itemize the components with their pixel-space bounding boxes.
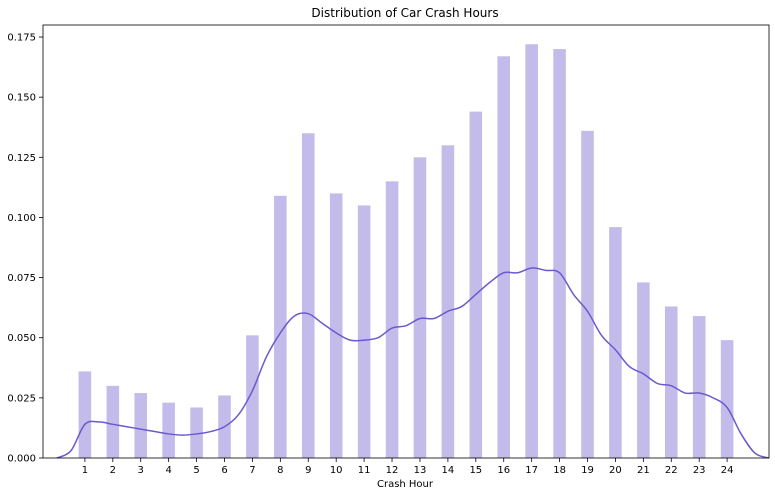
bar-hour-18: [553, 49, 566, 459]
bar-hour-17: [525, 44, 538, 459]
bar-hour-13: [413, 157, 427, 458]
y-tick-label: 0.150: [7, 93, 36, 104]
x-tick-label: 3: [138, 465, 144, 476]
x-tick-label: 19: [581, 465, 594, 476]
bar-hour-8: [274, 195, 287, 459]
x-tick-label: 6: [221, 465, 227, 476]
chart-title: Distribution of Car Crash Hours: [311, 6, 498, 20]
x-tick-label: 1: [82, 465, 88, 476]
x-axis-label: Crash Hour: [377, 479, 434, 490]
bar-hour-5: [190, 407, 203, 458]
bar-hour-2: [106, 385, 120, 458]
y-tick-label: 0.075: [7, 273, 36, 284]
bar-hour-22: [664, 306, 678, 458]
x-tick-label: 9: [305, 465, 311, 476]
x-tick-label: 4: [165, 465, 171, 476]
x-tick-label: 15: [469, 465, 482, 476]
x-tick-label: 18: [553, 465, 566, 476]
kde-line: [56, 267, 770, 459]
y-tick-label: 0.025: [7, 393, 36, 404]
x-tick-label: 8: [277, 465, 283, 476]
bar-hour-9: [301, 133, 315, 458]
bar-hour-11: [357, 205, 371, 458]
plot-frame: [42, 24, 770, 459]
bar-hour-24: [720, 340, 734, 458]
x-tick-label: 17: [525, 465, 538, 476]
bar-hour-4: [162, 402, 175, 458]
x-tick-label: 5: [193, 465, 199, 476]
x-tick-label: 22: [665, 465, 678, 476]
x-tick-label: 16: [497, 465, 510, 476]
y-tick-label: 0.100: [7, 213, 36, 224]
bar-hour-21: [637, 282, 650, 458]
axes-group: 0.000 0.025 0.050 0.075 0.100 0.125 0.150 0.175…: [7, 24, 770, 476]
x-tick-label: 24: [721, 465, 734, 476]
bar-hour-14: [441, 145, 455, 458]
bar-hour-1: [78, 371, 92, 458]
x-tick-label: 2: [110, 465, 116, 476]
bar-hour-15: [469, 111, 483, 458]
x-tick-label: 13: [414, 465, 427, 476]
bars-group: [78, 44, 734, 459]
x-tick-label: 11: [358, 465, 371, 476]
y-tick-label: 0.175: [7, 33, 36, 44]
y-tick-label: 0.125: [7, 153, 36, 164]
x-tick-label: 7: [249, 465, 255, 476]
y-tick-label: 0.000: [7, 454, 36, 465]
bar-hour-23: [692, 316, 706, 458]
bar-hour-3: [134, 393, 148, 458]
bar-hour-19: [581, 130, 594, 458]
x-tick-label: 20: [609, 465, 622, 476]
bar-hour-10: [329, 193, 343, 458]
bar-hour-7: [246, 335, 259, 458]
bar-hour-12: [385, 181, 399, 459]
x-tick-label: 14: [442, 465, 455, 476]
x-tick-label: 12: [386, 465, 399, 476]
bar-hour-20: [609, 227, 622, 458]
bar-hour-16: [497, 56, 511, 459]
y-tick-label: 0.050: [7, 333, 36, 344]
x-tick-label: 21: [637, 465, 650, 476]
x-tick-label: 10: [330, 465, 343, 476]
x-tick-label: 23: [693, 465, 706, 476]
kde-group: [56, 267, 770, 459]
